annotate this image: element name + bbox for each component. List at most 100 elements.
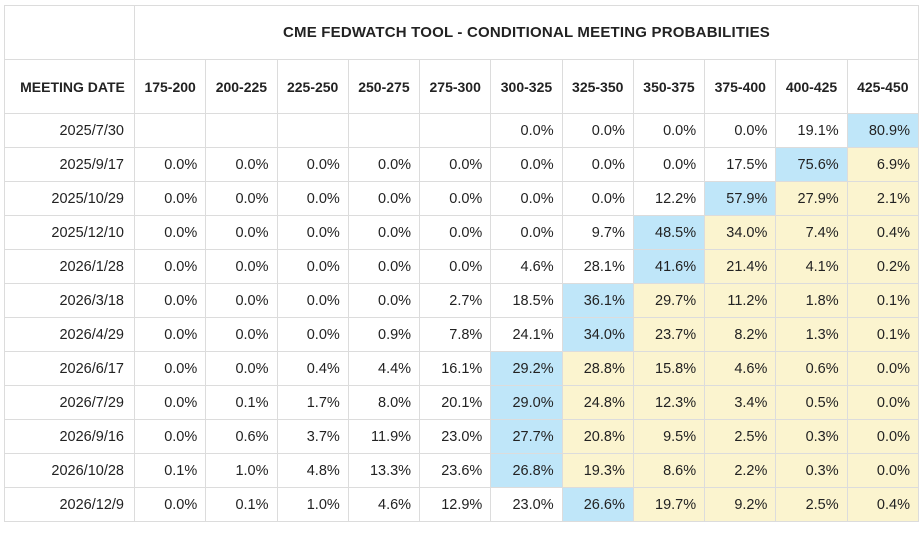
probability-cell: 0.0% [846,419,919,454]
probability-cell: 0.0% [133,385,207,420]
probability-cell: 9.2% [704,487,777,522]
probability-cell: 0.0% [276,147,349,182]
probability-cell: 2.5% [775,487,848,522]
probability-cell: 0.6% [775,351,848,386]
probability-cell: 29.7% [632,283,706,318]
probability-cell: 0.0% [133,147,207,182]
probability-cell: 75.6% [775,147,848,182]
table-body: 2025/7/30 0.0% 0.0% 0.0% 0.0% 19.1% 80.9% 2025/… [4,113,919,522]
table-row: 2026/6/17 0.0% 0.0% 0.4% 4.4% 16.1% 29.2% 28.8%… [4,351,919,386]
rate-range-header: 325-350 [561,59,634,114]
probability-cell: 0.0% [205,283,278,318]
meeting-date-cell: 2026/7/29 [4,385,135,420]
probability-cell: 34.0% [561,317,634,352]
probability-cell: 26.8% [490,453,563,488]
table-row: 2026/9/16 0.0% 0.6% 3.7% 11.9% 23.0% 27.7% 20.8… [4,419,919,454]
probability-cell: 0.1% [846,317,919,352]
probability-cell: 20.1% [419,385,492,420]
probability-cell: 0.0% [276,249,349,284]
table-row: 2025/9/17 0.0% 0.0% 0.0% 0.0% 0.0% 0.0% 0.0% 0.0… [4,147,919,182]
probability-cell: 15.8% [632,351,706,386]
probability-table: CME FEDWATCH TOOL - CONDITIONAL MEETING … [4,5,919,522]
probability-cell [419,113,492,148]
probability-cell [133,113,207,148]
probability-cell: 24.1% [490,317,563,352]
meeting-date-cell: 2026/12/9 [4,487,135,522]
probability-cell: 8.2% [704,317,777,352]
probability-cell: 28.8% [561,351,634,386]
probability-cell: 2.7% [419,283,492,318]
probability-cell: 0.0% [561,113,634,148]
probability-cell: 0.9% [347,317,421,352]
probability-cell [205,113,278,148]
probability-cell: 0.1% [133,453,207,488]
probability-cell: 0.0% [205,147,278,182]
probability-cell: 23.0% [419,419,492,454]
probability-cell: 57.9% [704,181,777,216]
probability-cell: 19.3% [561,453,634,488]
rate-range-header: 375-400 [704,59,777,114]
table-row: 2025/7/30 0.0% 0.0% 0.0% 0.0% 19.1% 80.9% [4,113,919,148]
probability-cell: 0.0% [205,317,278,352]
table-row: 2026/7/29 0.0% 0.1% 1.7% 8.0% 20.1% 29.0% 24.8%… [4,385,919,420]
probability-cell: 20.8% [561,419,634,454]
rate-range-header: 250-275 [347,59,421,114]
meeting-date-cell: 2026/3/18 [4,283,135,318]
meeting-date-cell: 2026/9/16 [4,419,135,454]
probability-cell: 28.1% [561,249,634,284]
probability-cell: 1.8% [775,283,848,318]
probability-cell: 0.0% [561,181,634,216]
probability-cell: 0.0% [347,181,421,216]
probability-cell: 0.4% [846,487,919,522]
probability-cell: 11.2% [704,283,777,318]
rate-range-header: 350-375 [632,59,706,114]
probability-cell: 23.7% [632,317,706,352]
probability-cell: 4.6% [347,487,421,522]
probability-cell: 0.4% [276,351,349,386]
rate-range-header: 425-450 [846,59,919,114]
probability-cell: 16.1% [419,351,492,386]
table-row: 2025/12/10 0.0% 0.0% 0.0% 0.0% 0.0% 0.0% 9.7% 48… [4,215,919,250]
probability-cell: 17.5% [704,147,777,182]
probability-cell: 0.0% [490,113,563,148]
probability-cell: 0.4% [846,215,919,250]
probability-cell: 0.0% [133,419,207,454]
rate-range-header: 175-200 [133,59,207,114]
probability-cell: 0.0% [632,147,706,182]
table-row: 2026/4/29 0.0% 0.0% 0.0% 0.9% 7.8% 24.1% 34.0% 2… [4,317,919,352]
probability-cell: 41.6% [632,249,706,284]
probability-cell: 0.0% [846,453,919,488]
probability-cell: 0.0% [205,249,278,284]
probability-cell: 0.0% [276,283,349,318]
meeting-date-cell: 2025/7/30 [4,113,135,148]
rate-range-header: 275-300 [419,59,492,114]
meeting-date-cell: 2025/10/29 [4,181,135,216]
probability-cell: 0.3% [775,419,848,454]
probability-cell: 27.9% [775,181,848,216]
rate-range-header: 225-250 [276,59,349,114]
probability-cell: 4.6% [490,249,563,284]
probability-cell: 9.7% [561,215,634,250]
column-header-row: MEETING DATE 175-200 200-225 225-250 250-27… [4,59,919,114]
probability-cell: 1.7% [276,385,349,420]
probability-cell: 0.0% [276,317,349,352]
probability-cell: 0.5% [775,385,848,420]
probability-cell: 2.1% [846,181,919,216]
probability-cell: 0.0% [133,487,207,522]
probability-cell: 0.0% [419,181,492,216]
fedwatch-table-container: CME FEDWATCH TOOL - CONDITIONAL MEETING … [4,5,919,539]
meeting-date-cell: 2025/9/17 [4,147,135,182]
probability-cell: 26.6% [561,487,634,522]
probability-cell [276,113,349,148]
meeting-date-header: MEETING DATE [4,59,135,114]
table-row: 2026/10/28 0.1% 1.0% 4.8% 13.3% 23.6% 26.8% 19.… [4,453,919,488]
probability-cell: 29.2% [490,351,563,386]
probability-cell: 0.0% [276,215,349,250]
probability-cell: 21.4% [704,249,777,284]
probability-cell: 3.7% [276,419,349,454]
probability-cell: 0.0% [133,283,207,318]
probability-cell: 0.0% [205,351,278,386]
probability-cell: 0.0% [419,249,492,284]
corner-cell [4,5,135,60]
meeting-date-cell: 2025/12/10 [4,215,135,250]
